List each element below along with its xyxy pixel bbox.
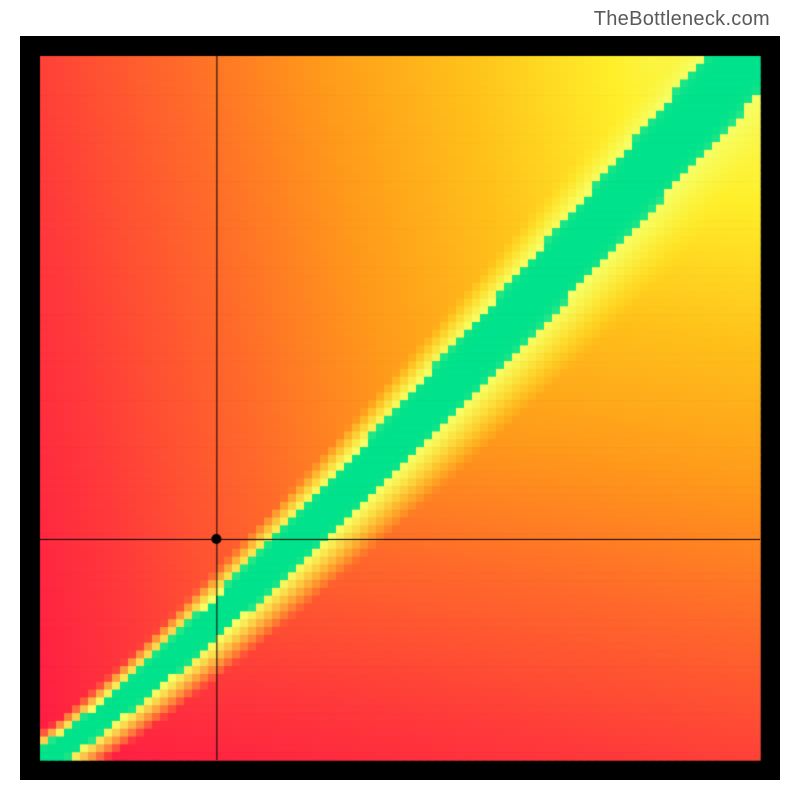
watermark-text: TheBottleneck.com	[594, 8, 770, 31]
bottleneck-heatmap	[20, 36, 780, 780]
heatmap-canvas	[20, 36, 780, 780]
chart-container: TheBottleneck.com	[0, 0, 800, 800]
